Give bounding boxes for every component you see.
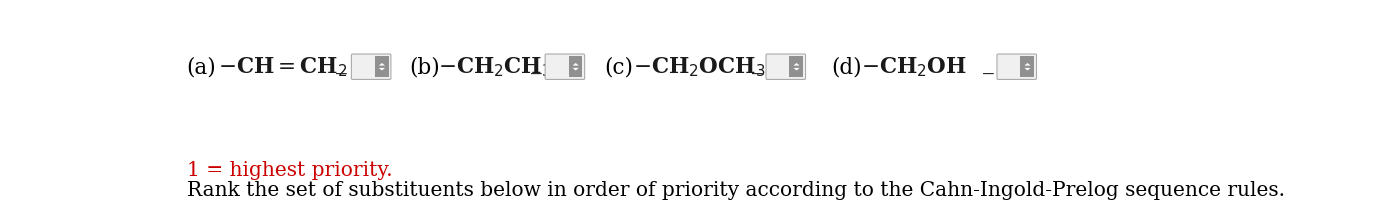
Text: (b): (b) bbox=[409, 57, 439, 78]
Text: 1 = highest priority.: 1 = highest priority. bbox=[187, 161, 392, 180]
FancyBboxPatch shape bbox=[351, 54, 391, 79]
Text: _: _ bbox=[752, 53, 763, 75]
Text: Rank the set of substituents below in order of priority according to the Cahn-In: Rank the set of substituents below in or… bbox=[187, 181, 1285, 200]
Bar bbox=[568, 56, 582, 77]
Polygon shape bbox=[379, 63, 386, 66]
Polygon shape bbox=[572, 63, 579, 66]
FancyBboxPatch shape bbox=[545, 54, 585, 79]
Text: $-$CH$_2$OH: $-$CH$_2$OH bbox=[861, 56, 967, 79]
Bar bbox=[1020, 56, 1034, 77]
Text: $-$CH$_2$OCH$_3$: $-$CH$_2$OCH$_3$ bbox=[633, 56, 766, 79]
Text: _: _ bbox=[336, 53, 347, 75]
Polygon shape bbox=[1024, 63, 1031, 66]
Text: $-$CH$=$CH$_2$: $-$CH$=$CH$_2$ bbox=[218, 56, 347, 79]
FancyBboxPatch shape bbox=[766, 54, 806, 79]
Text: $-$CH$_2$CH$_3$: $-$CH$_2$CH$_3$ bbox=[438, 56, 551, 79]
Text: (d): (d) bbox=[832, 57, 862, 78]
Bar bbox=[375, 56, 388, 77]
Text: _: _ bbox=[983, 53, 994, 75]
Polygon shape bbox=[1024, 68, 1031, 70]
Text: _: _ bbox=[531, 53, 542, 75]
Text: (a): (a) bbox=[187, 57, 217, 78]
Text: (c): (c) bbox=[604, 57, 633, 78]
Polygon shape bbox=[572, 68, 579, 70]
FancyBboxPatch shape bbox=[996, 54, 1036, 79]
Polygon shape bbox=[793, 68, 800, 70]
Bar bbox=[789, 56, 803, 77]
Polygon shape bbox=[379, 68, 386, 70]
Polygon shape bbox=[793, 63, 800, 66]
